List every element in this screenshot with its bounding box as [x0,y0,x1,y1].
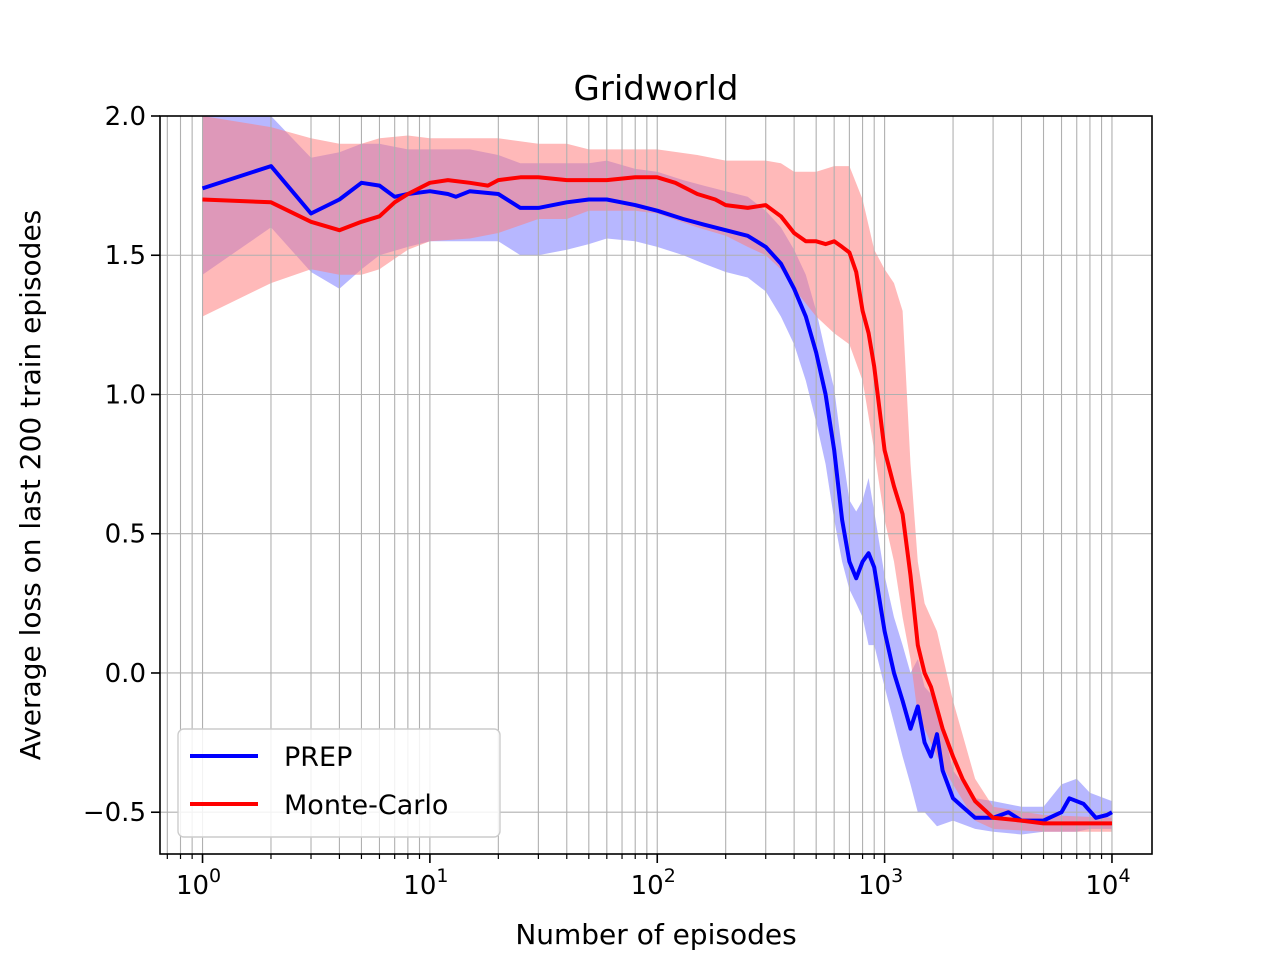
x-tick-label: 103 [858,865,903,901]
legend-label-monte-carlo: Monte-Carlo [284,790,448,821]
legend-box [177,728,501,838]
x-tick-label: 101 [403,865,448,901]
plot-frame [159,115,1153,855]
legend-label-prep: PREP [284,742,352,773]
x-tick-label: 104 [1085,865,1130,901]
chart-title: Gridworld [574,69,739,109]
y-tick-label: 0.5 [105,520,146,550]
x-tick-label: 100 [176,865,221,901]
series-lines [201,164,1113,826]
y-tick-label: 1.5 [105,241,146,271]
legend: PREP Monte-Carlo [177,728,501,838]
y-tick-label: −0.5 [83,798,146,828]
y-tick-label: 1.0 [105,380,146,410]
line-monte-carlo [202,175,1112,826]
x-tick-label: 102 [631,865,676,901]
y-tick-label: 2.0 [105,102,146,132]
line-prep [201,164,1113,823]
axis-ticks: 100 101 102 103 104 2.0 1.5 1.0 0.5 0.0 −0.5 [83,102,1131,901]
y-axis-label: Average loss on last 200 train episodes [14,210,47,761]
x-axis-label: Number of episodes [515,918,796,951]
y-tick-label: 0.0 [105,659,146,689]
